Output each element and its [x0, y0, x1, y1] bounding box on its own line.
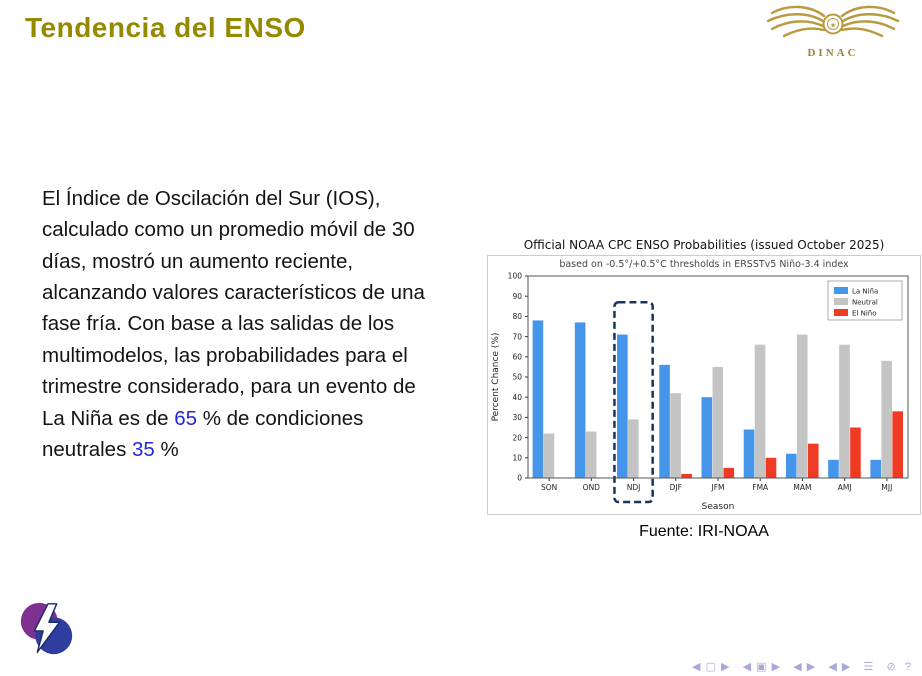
dinac-logo: ★ DINAC: [766, 5, 900, 59]
enso-figure: Official NOAA CPC ENSO Probabilities (is…: [487, 238, 921, 541]
neutral-probability-value: 35: [132, 437, 155, 461]
svg-text:AMJ: AMJ: [838, 483, 852, 492]
svg-text:La Niña: La Niña: [852, 288, 878, 296]
svg-text:Percent Chance (%): Percent Chance (%): [491, 333, 501, 422]
weather-app-logo: [20, 602, 73, 655]
svg-text:40: 40: [512, 393, 522, 402]
la-nina-probability-value: 65: [174, 406, 198, 430]
chart-box: based on -0.5°/+0.5°C thresholds in ERSS…: [487, 255, 921, 515]
svg-text:NDJ: NDJ: [627, 483, 641, 492]
svg-text:50: 50: [512, 373, 522, 382]
svg-text:80: 80: [512, 312, 522, 321]
beamer-navigation-symbols[interactable]: ◀ ▢ ▶ ◀ ▣ ▶ ◀ ▶ ◀ ▶ ☰ ⊘ ?: [692, 661, 912, 673]
svg-text:20: 20: [512, 433, 522, 442]
body-paragraph: El Índice de Oscilación del Sur (IOS), c…: [42, 183, 438, 465]
chart-title: Official NOAA CPC ENSO Probabilities (is…: [523, 238, 885, 252]
lightning-icon: [33, 603, 61, 653]
svg-text:90: 90: [512, 292, 522, 301]
wings-icon: [766, 5, 900, 38]
svg-text:30: 30: [512, 413, 522, 422]
svg-text:0: 0: [517, 474, 522, 483]
page-title: Tendencia del ENSO: [25, 12, 306, 43]
body-text-2: % de condiciones neutrales: [42, 406, 364, 461]
star-icon: ★: [830, 22, 836, 30]
enso-bar-chart: 0 10 20 30 40 50 60 70 80 90 100 SON OND NDJ DJF JFM FMA…: [491, 272, 909, 512]
svg-text:70: 70: [512, 332, 522, 341]
body-text-1: El Índice de Oscilación del Sur (IOS), c…: [42, 187, 425, 430]
svg-text:El Niño: El Niño: [852, 310, 877, 318]
svg-text:FMA: FMA: [752, 483, 769, 492]
svg-text:Neutral: Neutral: [852, 299, 878, 307]
svg-text:JFM: JFM: [711, 483, 725, 492]
svg-text:60: 60: [512, 353, 522, 362]
svg-text:100: 100: [508, 272, 523, 281]
dinac-logo-text: DINAC: [807, 47, 858, 59]
svg-text:SON: SON: [541, 483, 557, 492]
svg-text:OND: OND: [583, 483, 601, 492]
svg-text:Season: Season: [702, 502, 735, 512]
svg-text:DJF: DJF: [670, 483, 682, 492]
body-text-3: %: [154, 437, 179, 461]
svg-text:MJJ: MJJ: [881, 483, 892, 492]
chart-caption: Fuente: IRI-NOAA: [639, 523, 769, 540]
svg-text:10: 10: [512, 454, 522, 463]
chart-subtitle: based on -0.5°/+0.5°C thresholds in ERSS…: [559, 259, 849, 270]
svg-text:MAM: MAM: [793, 483, 811, 492]
